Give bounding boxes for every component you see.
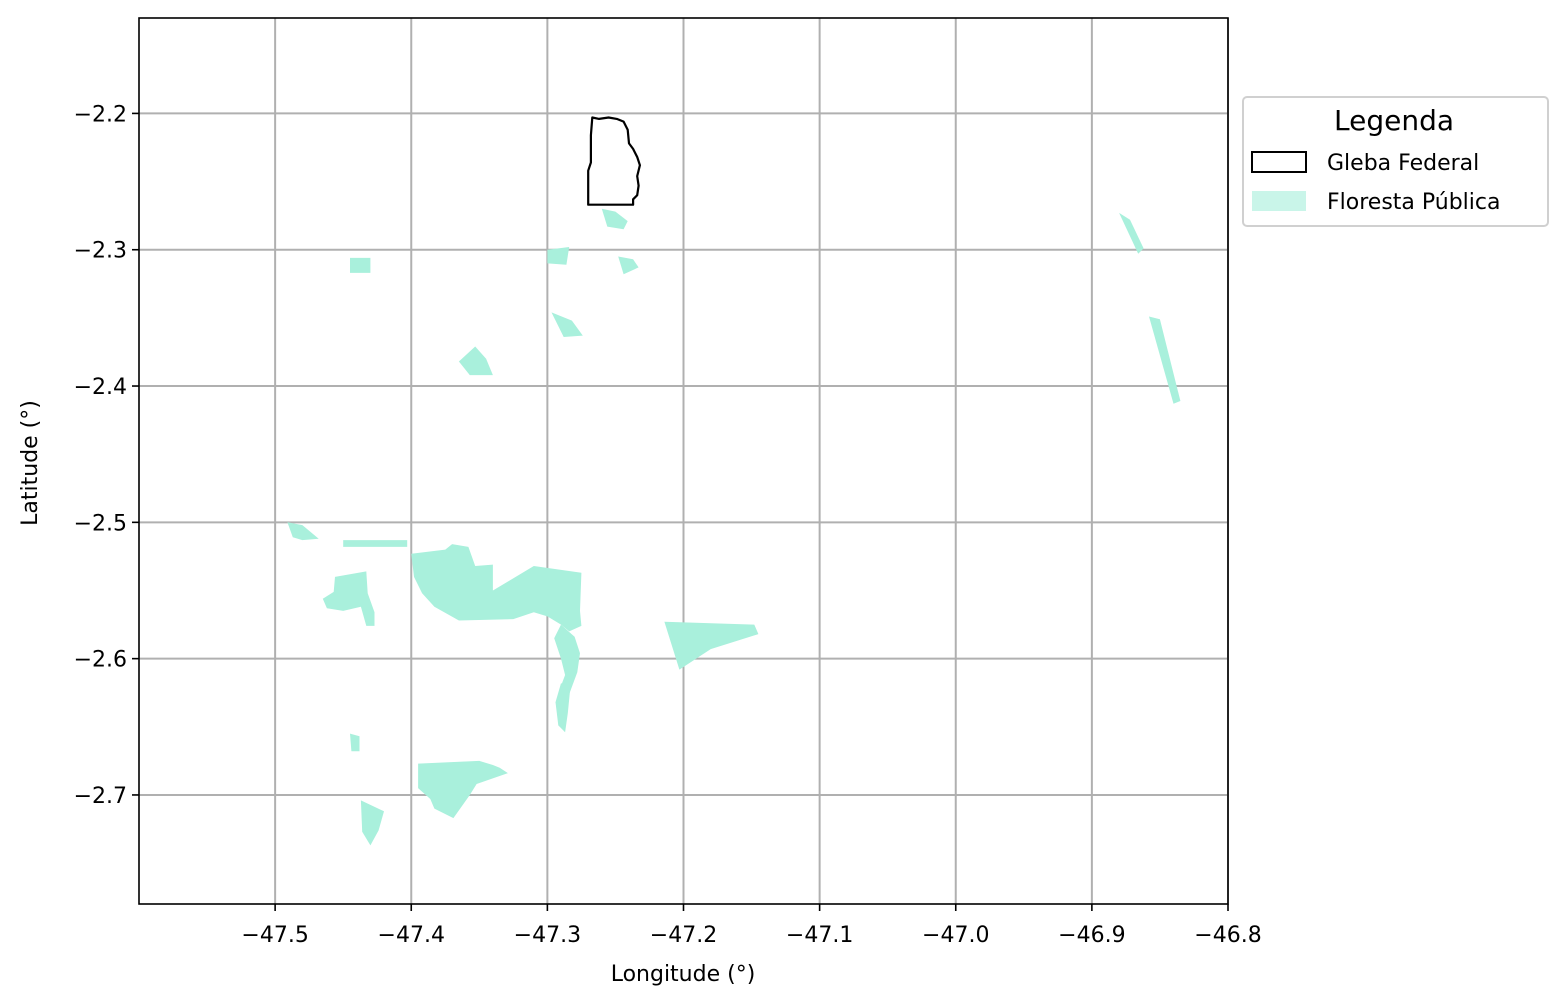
legend-frame xyxy=(1242,96,1549,227)
floresta-publica-polygon xyxy=(350,257,371,273)
floresta-publica-polygon xyxy=(547,247,570,265)
floresta-publica-polygon xyxy=(618,256,639,275)
legend-label-gleba-federal: Gleba Federal xyxy=(1327,151,1479,176)
legend-swatch-gleba-federal xyxy=(1251,151,1307,173)
floresta-publica-polygon xyxy=(555,683,571,733)
y-tick-label: −2.4 xyxy=(74,375,127,400)
legend-label-floresta-publica: Floresta Pública xyxy=(1327,190,1500,215)
x-axis-ticks: −47.5 −47.4 −47.3 −47.2 −47.1 −47.0 −46.9 −46.8 xyxy=(241,904,1262,948)
x-tick-label: −47.5 xyxy=(241,923,308,948)
floresta-publica-polygon xyxy=(554,624,580,695)
floresta-publica-polygon xyxy=(601,208,628,230)
floresta-publica-polygon xyxy=(551,312,583,337)
floresta-publica-polygon xyxy=(458,346,493,376)
floresta-publica-polygon xyxy=(322,571,375,626)
x-axis-title: Longitude (°) xyxy=(611,962,756,987)
x-tick-label: −47.1 xyxy=(786,923,853,948)
y-tick-label: −2.5 xyxy=(74,511,127,536)
gleba-federal-layer xyxy=(587,116,642,206)
y-tick-label: −2.6 xyxy=(74,648,127,673)
floresta-publica-polygon xyxy=(1119,212,1144,254)
x-tick-label: −47.2 xyxy=(650,923,717,948)
floresta-publica-polygon xyxy=(418,760,508,819)
legend: Legenda Gleba Federal Floresta Pública xyxy=(1242,96,1549,227)
x-tick-label: −47.3 xyxy=(514,923,581,948)
x-tick-label: −47.4 xyxy=(378,923,445,948)
floresta-publica-polygon xyxy=(1149,316,1181,404)
y-tick-label: −2.3 xyxy=(74,239,127,264)
x-tick-label: −46.9 xyxy=(1058,923,1125,948)
floresta-publica-polygon xyxy=(343,540,408,547)
floresta-publica-polygon xyxy=(350,733,360,752)
y-axis-title: Latitude (°) xyxy=(18,400,43,526)
y-tick-label: −2.7 xyxy=(74,784,127,809)
gleba-federal-polygon xyxy=(587,116,642,206)
x-tick-label: −47.0 xyxy=(922,923,989,948)
floresta-publica-polygon xyxy=(664,621,759,670)
floresta-publica-polygon xyxy=(360,800,384,846)
floresta-publica-polygon xyxy=(411,544,582,632)
legend-swatch-floresta-publica xyxy=(1252,191,1306,211)
y-axis-ticks: −2.2 −2.3 −2.4 −2.5 −2.6 −2.7 xyxy=(74,102,139,809)
floresta-publica-layer xyxy=(287,208,1181,846)
x-tick-label: −46.8 xyxy=(1194,923,1261,948)
y-tick-label: −2.2 xyxy=(74,102,127,127)
legend-title: Legenda xyxy=(1334,104,1454,137)
floresta-publica-polygon xyxy=(287,522,319,541)
